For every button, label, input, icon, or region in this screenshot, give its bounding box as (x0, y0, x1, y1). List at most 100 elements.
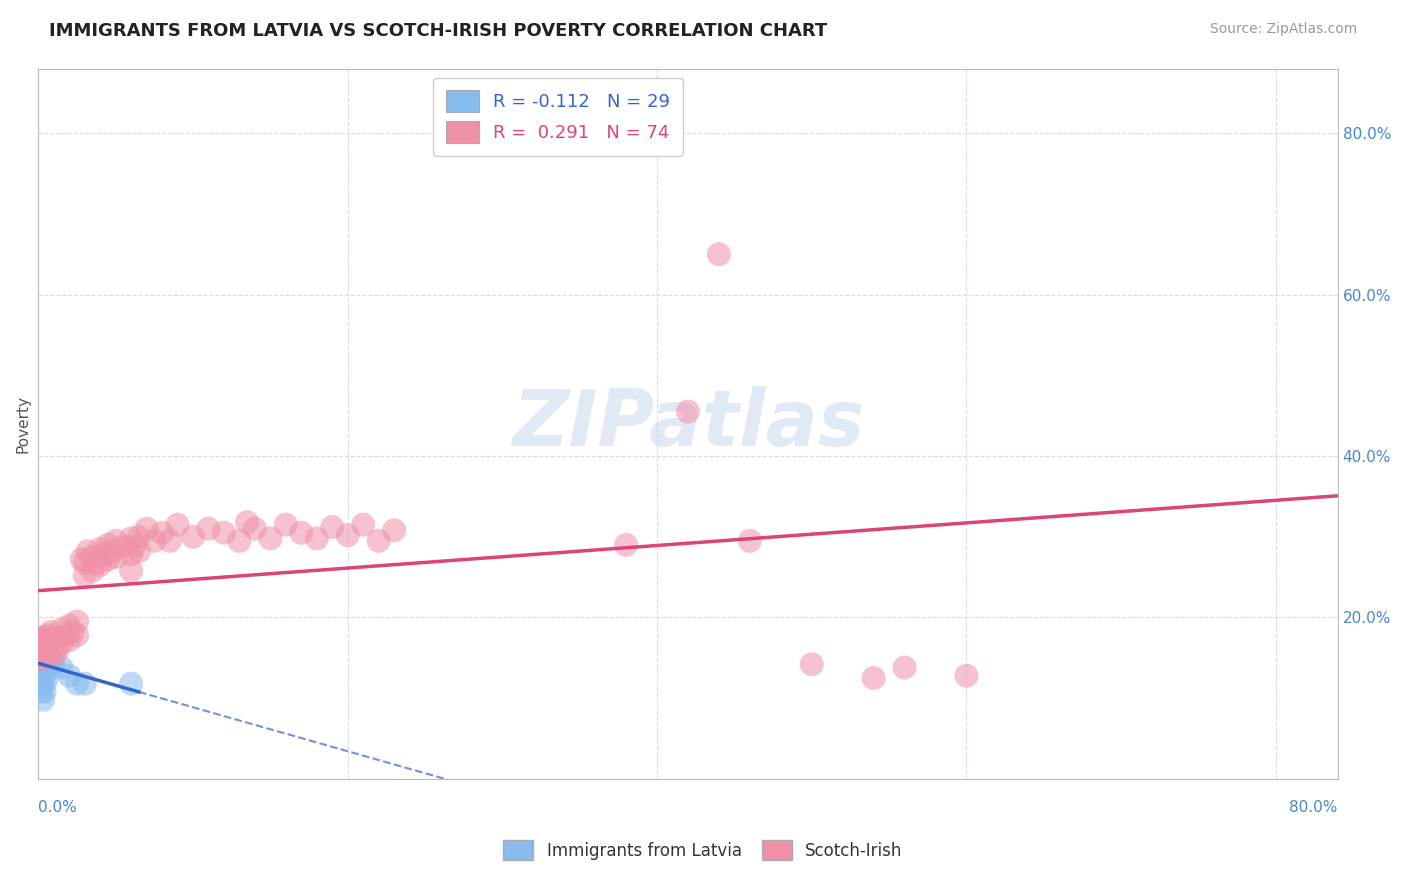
Point (676, 404, 699, 418)
Point (34, 649, 56, 664)
Point (39, 652, 62, 666)
Point (800, 657, 823, 672)
Point (135, 522, 157, 536)
Point (352, 517, 374, 532)
Point (120, 676, 142, 690)
Point (862, 671, 884, 685)
Point (73, 568, 96, 582)
Point (290, 525, 312, 540)
Point (181, 530, 204, 544)
Point (51, 636, 73, 650)
Point (159, 533, 181, 548)
Point (97, 552, 120, 566)
Point (42, 636, 65, 650)
Point (32, 693, 55, 707)
Point (321, 520, 343, 534)
Point (37, 647, 59, 661)
Point (58, 668, 80, 682)
Point (955, 668, 977, 682)
Point (38, 639, 60, 653)
Point (30, 639, 52, 653)
Point (45, 644, 67, 658)
Point (73, 676, 96, 690)
Legend: Immigrants from Latvia, Scotch-Irish: Immigrants from Latvia, Scotch-Irish (494, 830, 912, 871)
Point (60, 625, 83, 640)
Point (197, 522, 219, 536)
Point (28, 631, 51, 645)
Point (30, 667, 52, 681)
Text: Source: ZipAtlas.com: Source: ZipAtlas.com (1209, 22, 1357, 37)
Point (37, 628, 59, 642)
Point (30, 655, 52, 669)
Point (212, 525, 235, 540)
Point (89, 558, 111, 572)
Point (259, 532, 281, 546)
Point (34, 652, 56, 666)
Point (122, 540, 145, 554)
Point (30, 639, 52, 653)
Text: 80.0%: 80.0% (1289, 800, 1337, 815)
Point (35, 673, 58, 688)
Point (34, 636, 56, 650)
Point (58, 633, 80, 648)
Point (76, 544, 98, 558)
Point (738, 533, 761, 548)
Point (336, 528, 359, 542)
Legend: R = -0.112   N = 29, R =  0.291   N = 74: R = -0.112 N = 29, R = 0.291 N = 74 (433, 78, 683, 156)
Point (35, 642, 58, 657)
Point (236, 515, 259, 529)
Point (382, 524, 405, 538)
Point (128, 530, 150, 544)
Point (38, 649, 60, 664)
Point (28, 647, 51, 661)
Point (42, 647, 65, 661)
Point (45, 631, 67, 645)
Point (32, 647, 55, 661)
Point (35, 644, 58, 658)
Point (150, 525, 173, 540)
Point (243, 522, 266, 536)
Point (32, 633, 55, 648)
Point (66, 676, 89, 690)
Point (41, 633, 63, 648)
Point (166, 517, 188, 532)
Point (367, 533, 389, 548)
Point (34, 641, 56, 656)
Point (30, 683, 52, 698)
Point (707, 247, 730, 261)
Point (32, 651, 55, 665)
Point (51, 660, 73, 674)
Point (120, 548, 142, 562)
Point (51, 623, 73, 637)
Point (112, 540, 135, 554)
Point (228, 533, 250, 548)
Point (86, 556, 108, 570)
Y-axis label: Poverty: Poverty (15, 395, 30, 453)
Text: IMMIGRANTS FROM LATVIA VS SCOTCH-IRISH POVERTY CORRELATION CHART: IMMIGRANTS FROM LATVIA VS SCOTCH-IRISH P… (49, 22, 828, 40)
Text: 0.0%: 0.0% (38, 800, 77, 815)
Point (32, 634, 55, 648)
Point (34, 668, 56, 682)
Point (143, 533, 166, 548)
Point (104, 533, 127, 548)
Point (37, 660, 59, 674)
Point (120, 564, 142, 578)
Point (30, 652, 52, 666)
Point (39, 641, 62, 656)
Text: ZIPatlas: ZIPatlas (512, 385, 865, 462)
Point (66, 615, 89, 629)
Point (35, 659, 58, 673)
Point (41, 655, 63, 669)
Point (58, 618, 80, 632)
Point (82, 564, 104, 578)
Point (82, 549, 104, 564)
Point (35, 631, 58, 645)
Point (893, 660, 915, 674)
Point (73, 556, 96, 570)
Point (101, 544, 124, 558)
Point (32, 663, 55, 677)
Point (305, 532, 328, 546)
Point (66, 628, 89, 642)
Point (97, 538, 120, 552)
Point (70, 552, 93, 566)
